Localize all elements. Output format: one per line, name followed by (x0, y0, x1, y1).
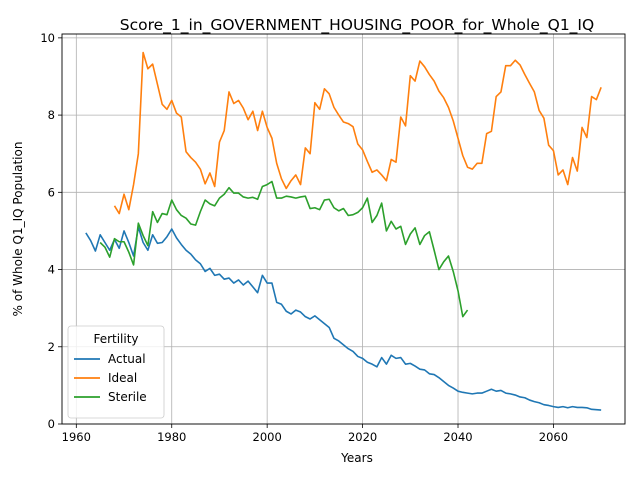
series-line-ideal (114, 53, 601, 214)
legend-label: Sterile (108, 390, 147, 404)
legend-label: Actual (108, 352, 146, 366)
legend: Fertility Actual Ideal Sterile (68, 326, 164, 418)
legend-label: Ideal (108, 371, 137, 385)
y-tick-label: 0 (48, 417, 55, 431)
y-axis-label: % of Whole Q1_IQ Population (11, 142, 25, 317)
y-tick-label: 6 (48, 185, 55, 199)
x-tick-label: 2020 (348, 430, 377, 444)
chart-title: Score_1_in_GOVERNMENT_HOUSING_POOR_for_W… (120, 16, 594, 35)
y-tick-label: 4 (48, 263, 55, 277)
y-tick-label: 2 (48, 340, 55, 354)
series-line-sterile (100, 182, 467, 317)
legend-title: Fertility (93, 332, 138, 346)
x-tick-label: 1960 (62, 430, 91, 444)
x-tick-label: 2040 (443, 430, 472, 444)
y-tick-label: 10 (40, 31, 55, 45)
x-tick-label: 2000 (253, 430, 282, 444)
x-tick-label: 1980 (157, 430, 186, 444)
y-tick-label: 8 (48, 108, 55, 122)
x-tick-label: 2060 (539, 430, 568, 444)
x-axis-label: Years (340, 451, 373, 465)
